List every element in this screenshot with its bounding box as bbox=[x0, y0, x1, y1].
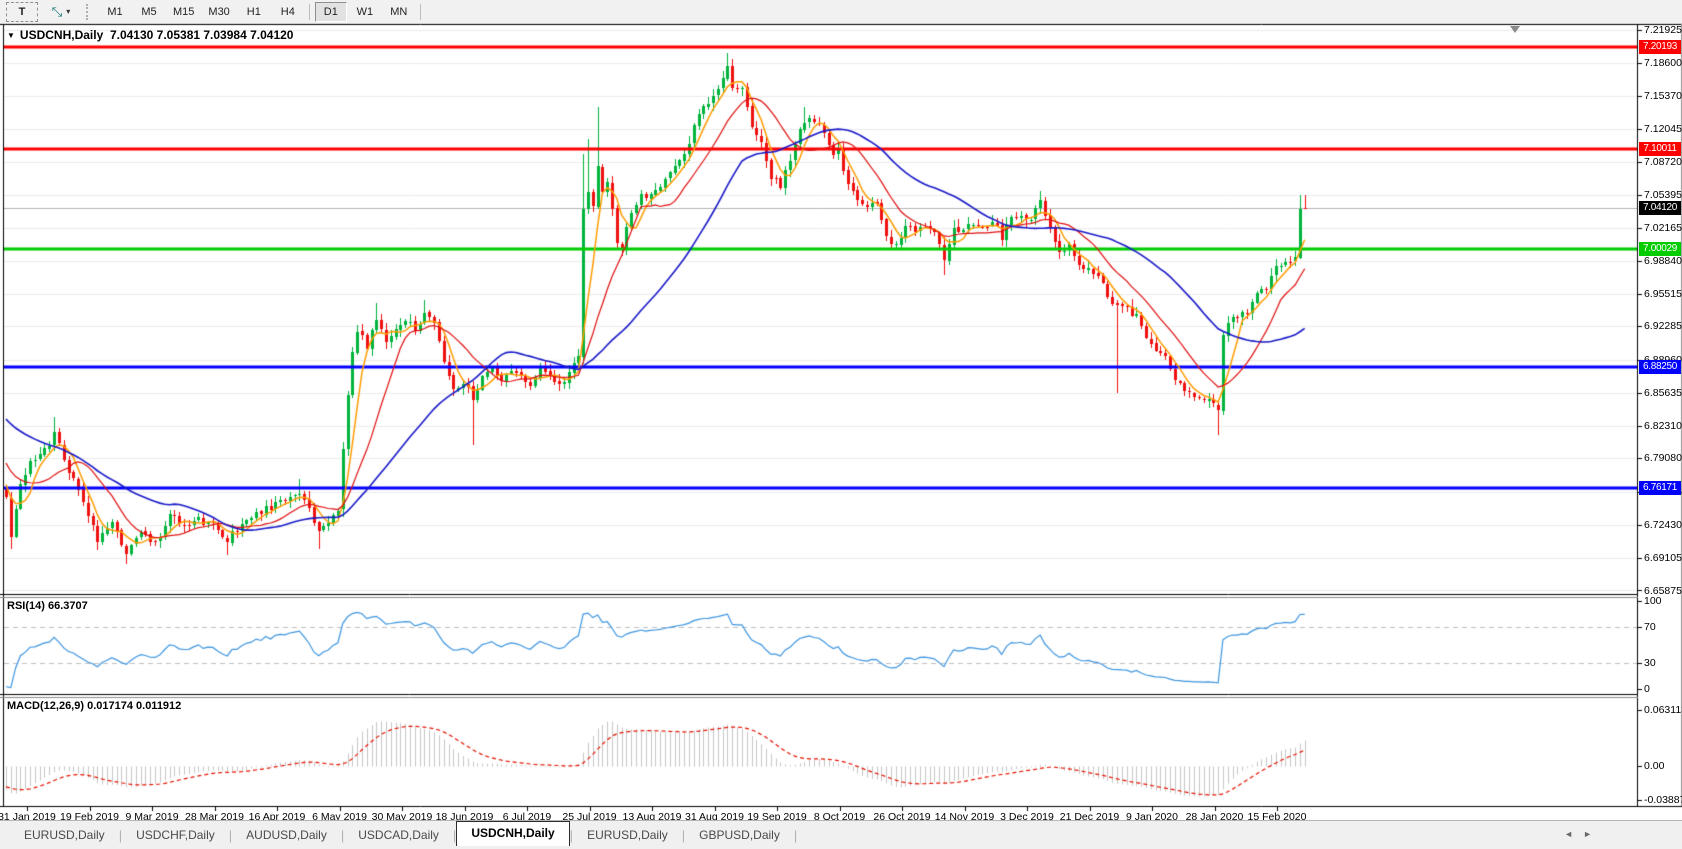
price-tick-label: 7.15370 bbox=[1644, 89, 1682, 102]
price-tick-label: 7.02165 bbox=[1644, 221, 1682, 234]
chart-title: ▼ USDCNH,Daily 7.04130 7.05381 7.03984 7.… bbox=[7, 28, 293, 42]
price-tick-label: 6.79080 bbox=[1644, 452, 1682, 465]
tab-scroll-left-icon[interactable]: ◄ bbox=[1564, 829, 1584, 839]
chart-tab-gbpusd-6[interactable]: GBPUSD,Daily bbox=[699, 828, 780, 842]
collapse-triangle-icon[interactable]: ▼ bbox=[7, 31, 15, 40]
tab-separator: | bbox=[452, 827, 457, 843]
current-price-badge: 7.04120 bbox=[1639, 201, 1681, 216]
price-level-badge: 7.10011 bbox=[1639, 142, 1681, 157]
cursor-tool-icon: ⤡ bbox=[51, 4, 63, 19]
chart-shift-marker[interactable] bbox=[1510, 26, 1520, 33]
rsi-indicator-label: RSI(14) 66.3707 bbox=[7, 600, 88, 612]
text-tool-button[interactable]: T bbox=[6, 1, 38, 22]
rsi-scale-label: 100 bbox=[1644, 595, 1662, 607]
tab-separator: | bbox=[340, 827, 345, 843]
tab-separator: | bbox=[681, 827, 686, 843]
toolbar-grip[interactable] bbox=[86, 3, 92, 20]
chart-tab-usdcnh-4[interactable]: USDCNH,Daily bbox=[456, 821, 570, 846]
price-tick-label: 7.08720 bbox=[1644, 156, 1682, 169]
chart-ohlc-quote: 7.04130 7.05381 7.03984 7.04120 bbox=[109, 28, 294, 42]
timeframe-button-M15[interactable]: M15 bbox=[173, 5, 195, 18]
rsi-scale-label: 0 bbox=[1644, 683, 1650, 695]
price-tick-label: 7.21925 bbox=[1644, 24, 1682, 36]
price-tick-label: 6.69105 bbox=[1644, 552, 1682, 565]
timeframe-button-H4[interactable]: H4 bbox=[280, 5, 295, 18]
price-tick-label: 6.82310 bbox=[1644, 420, 1682, 433]
price-level-badge: 6.88250 bbox=[1639, 359, 1681, 374]
timeframe-button-M5[interactable]: M5 bbox=[141, 5, 157, 18]
tab-separator: | bbox=[228, 827, 233, 843]
toolbar-separator bbox=[419, 3, 421, 20]
price-tick-label: 7.18600 bbox=[1644, 57, 1682, 70]
price-tick-label: 6.95515 bbox=[1644, 288, 1682, 301]
price-tick-label: 6.85635 bbox=[1644, 386, 1682, 399]
macd-scale-label: 0.063113 bbox=[1644, 704, 1682, 717]
tab-separator: | bbox=[793, 827, 798, 843]
macd-indicator-label: MACD(12,26,9) 0.017174 0.011912 bbox=[7, 700, 182, 712]
price-tick-label: 6.65875 bbox=[1644, 584, 1682, 597]
macd-scale-label: -0.038872 bbox=[1644, 794, 1682, 806]
timeframe-button-M30[interactable]: M30 bbox=[208, 5, 230, 18]
tab-separator: | bbox=[569, 827, 574, 843]
chart-tab-usdcad-3[interactable]: USDCAD,Daily bbox=[358, 828, 439, 842]
price-level-badge: 7.20193 bbox=[1639, 40, 1681, 55]
price-level-badge: 6.76171 bbox=[1639, 480, 1681, 495]
timeframe-toolbar: M1 M5 M15 M30 H1 H4 D1 W1 MN bbox=[98, 1, 425, 22]
chart-tab-audusd-2[interactable]: AUDUSD,Daily bbox=[246, 828, 327, 842]
price-tick-label: 7.12045 bbox=[1644, 122, 1682, 135]
price-tick-label: 6.98840 bbox=[1644, 254, 1682, 267]
timeframe-button-W1[interactable]: W1 bbox=[356, 5, 374, 18]
tab-separator: | bbox=[118, 827, 123, 843]
timeframe-button-M1[interactable]: M1 bbox=[107, 5, 123, 18]
macd-scale-label: 0.00 bbox=[1644, 760, 1665, 772]
chart-tab-eurusd-0[interactable]: EURUSD,Daily bbox=[24, 828, 105, 842]
price-tick-label: 7.05395 bbox=[1644, 189, 1682, 202]
chart-tab-usdchf-1[interactable]: USDCHF,Daily bbox=[136, 828, 215, 842]
chart-tab-eurusd-5[interactable]: EURUSD,Daily bbox=[587, 828, 668, 842]
timeframe-button-D1[interactable]: D1 bbox=[314, 1, 347, 22]
price-tick-label: 6.92285 bbox=[1644, 320, 1682, 333]
chart-symbol-label: USDCNH,Daily bbox=[19, 28, 104, 42]
price-level-badge: 7.00029 bbox=[1639, 241, 1681, 256]
toolbar: T ⤡ ▾ M1 M5 M15 M30 H1 H4 D1 W1 MN bbox=[0, 0, 1682, 24]
price-tick-label: 6.72430 bbox=[1644, 518, 1682, 531]
main-chart-canvas[interactable] bbox=[0, 0, 1682, 820]
toolbar-separator bbox=[308, 3, 310, 20]
timeframe-button-MN[interactable]: MN bbox=[390, 5, 408, 18]
timeframe-button-H1[interactable]: H1 bbox=[246, 5, 261, 18]
cursor-tool-button[interactable]: ⤡ ▾ bbox=[45, 2, 77, 22]
rsi-scale-label: 70 bbox=[1644, 621, 1656, 634]
tab-scroll-right-icon[interactable]: ► bbox=[1583, 829, 1602, 839]
dropdown-caret-icon: ▾ bbox=[66, 7, 71, 16]
chart-tab-bar: EURUSD,Daily | USDCHF,Daily | AUDUSD,Daily | U… bbox=[0, 820, 1682, 849]
rsi-scale-label: 30 bbox=[1644, 656, 1656, 669]
